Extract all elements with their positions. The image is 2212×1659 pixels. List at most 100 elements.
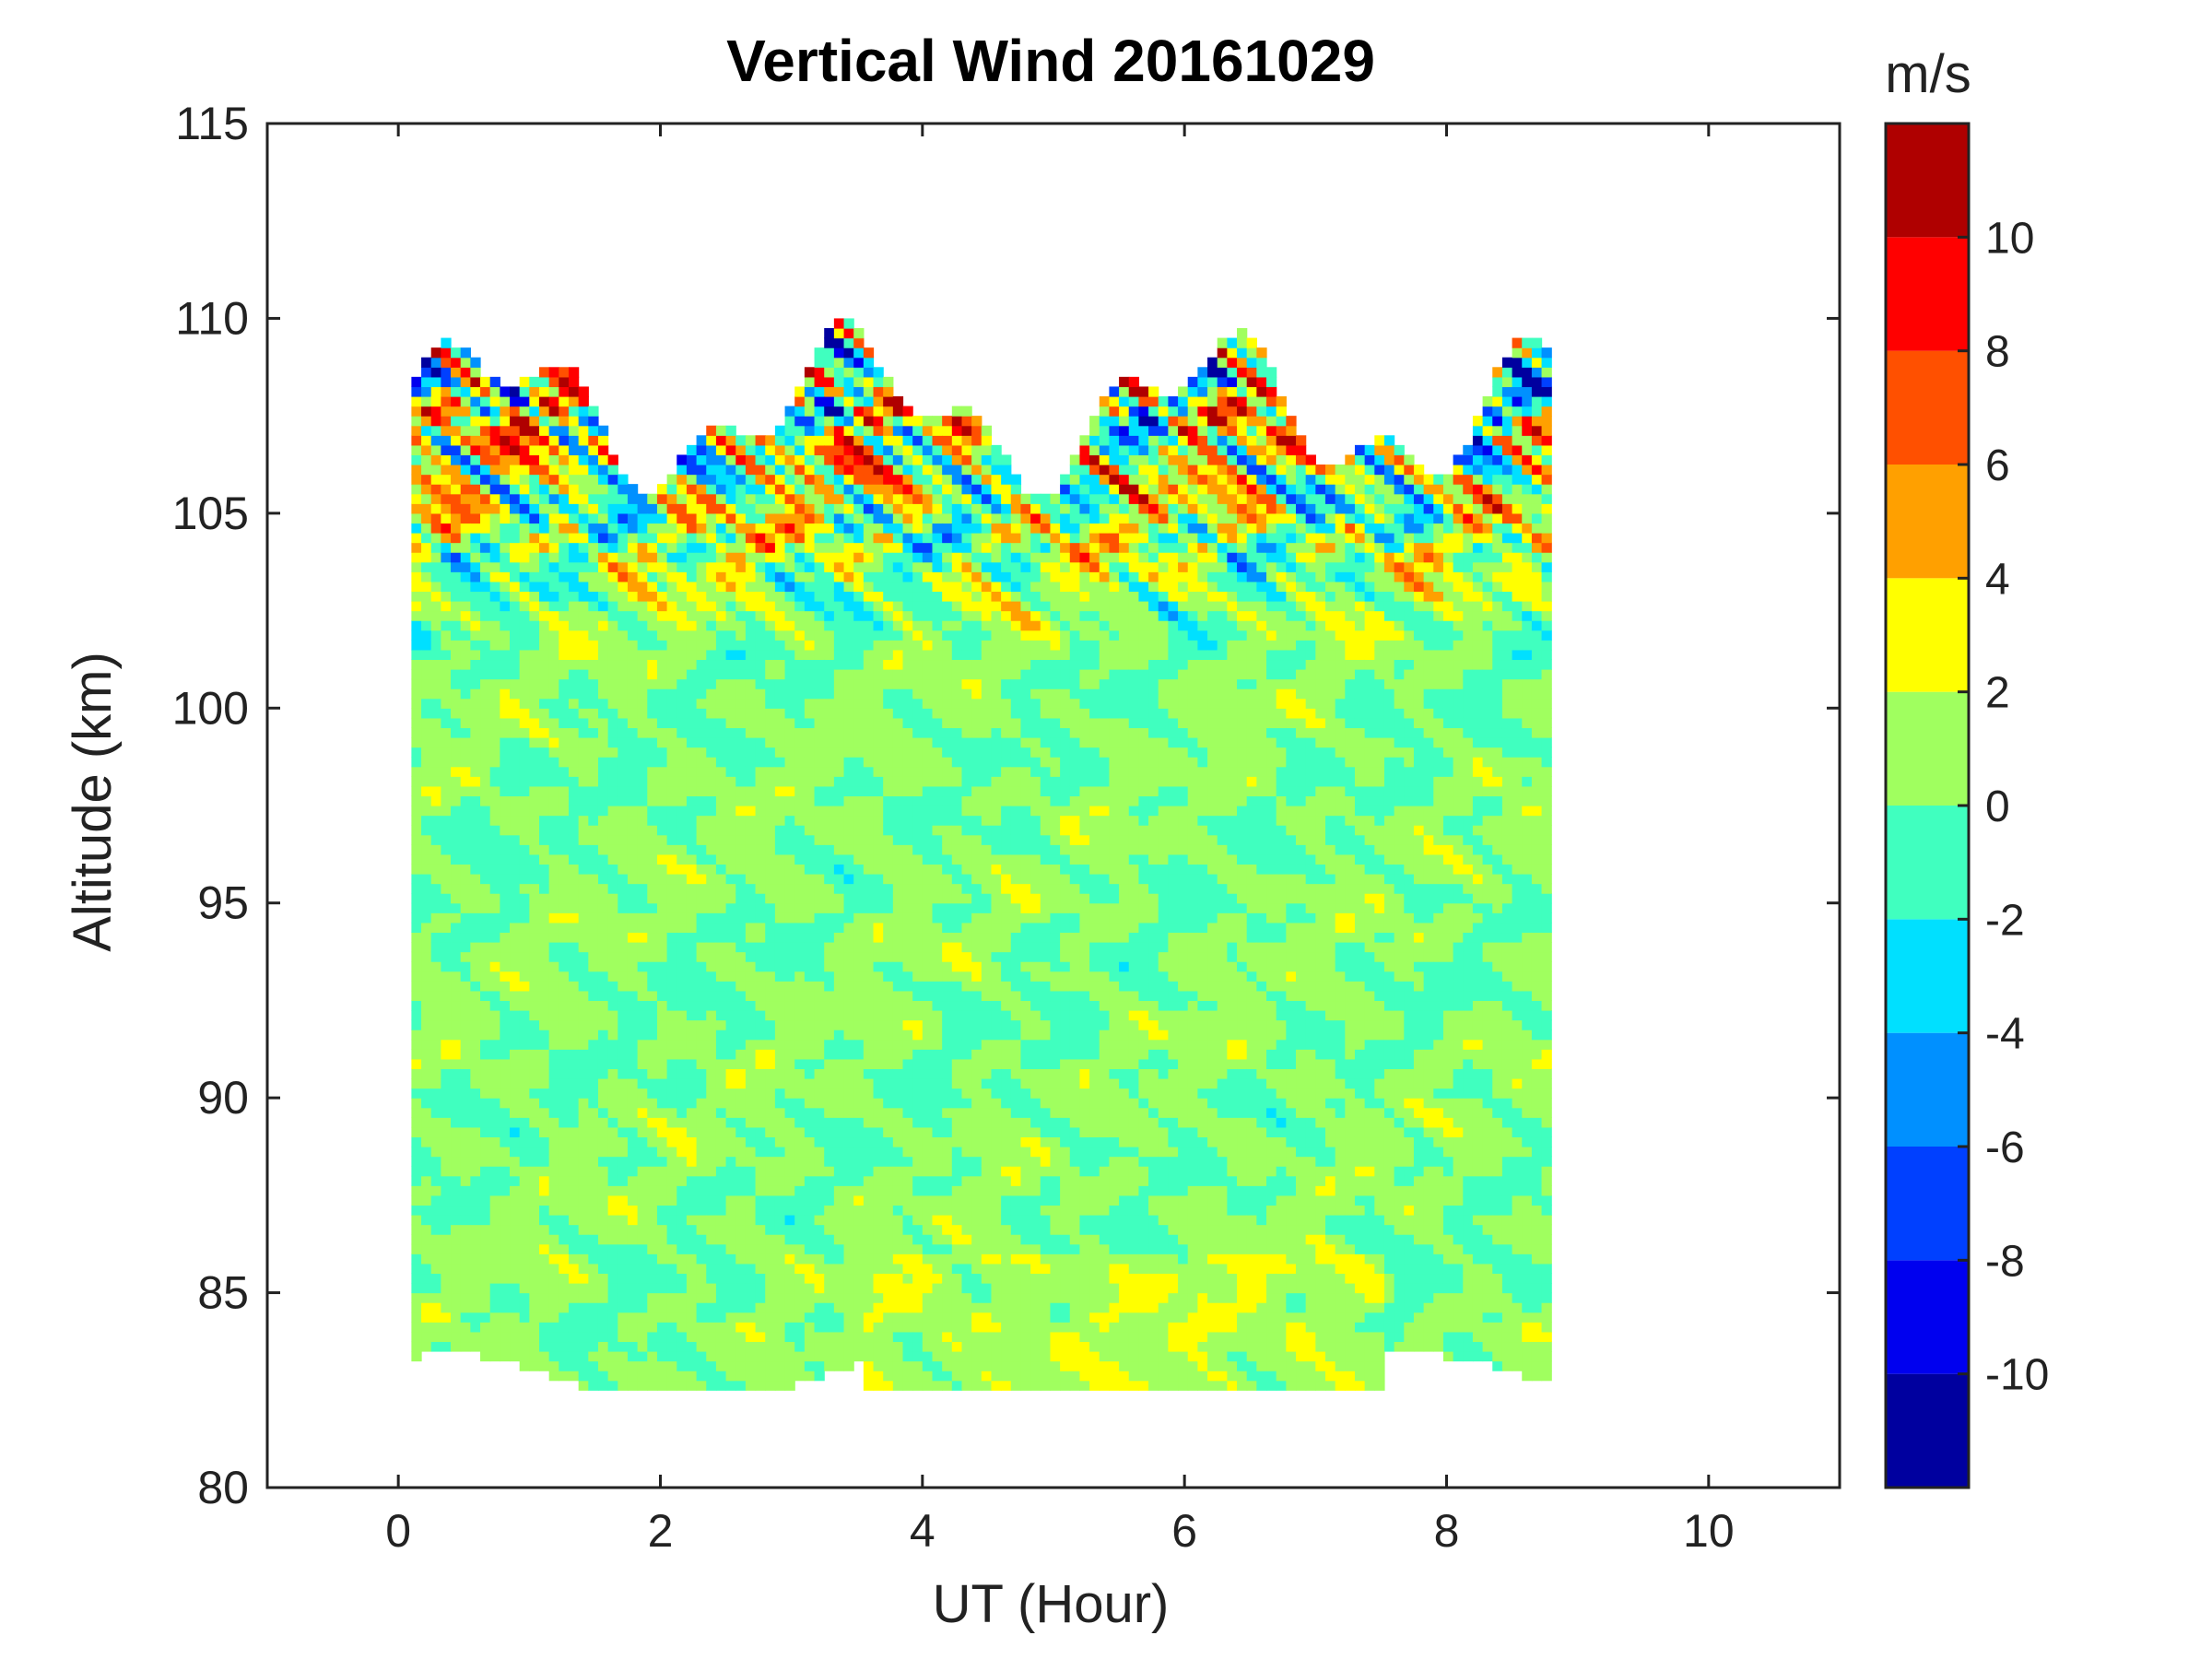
- wind-cell: [784, 1068, 795, 1079]
- wind-cell: [794, 659, 806, 670]
- wind-cell: [873, 834, 884, 845]
- wind-cell: [441, 1126, 452, 1138]
- wind-cell: [568, 708, 580, 719]
- wind-cell: [460, 785, 471, 797]
- wind-cell: [529, 640, 540, 651]
- wind-cell: [873, 533, 884, 544]
- wind-cell: [715, 981, 727, 992]
- wind-cell: [755, 932, 766, 943]
- wind-cell: [510, 971, 521, 982]
- wind-cell: [539, 533, 550, 544]
- wind-cell: [510, 853, 521, 865]
- wind-cell: [441, 785, 452, 797]
- wind-cell: [618, 640, 629, 651]
- wind-cell: [480, 396, 491, 407]
- wind-cell: [411, 1263, 422, 1275]
- wind-cell: [883, 1263, 894, 1275]
- wind-cell: [430, 533, 441, 544]
- wind-cell: [863, 512, 875, 524]
- wind-cell: [774, 883, 786, 894]
- wind-cell: [892, 1283, 904, 1294]
- wind-cell: [470, 1243, 481, 1254]
- wind-cell: [666, 932, 677, 943]
- wind-cell: [677, 620, 688, 631]
- wind-cell: [656, 561, 668, 572]
- wind-cell: [755, 971, 766, 982]
- wind-cell: [510, 1058, 521, 1070]
- wind-cell: [480, 591, 491, 602]
- wind-cell: [539, 454, 550, 465]
- wind-cell: [735, 542, 747, 553]
- wind-cell: [853, 1322, 865, 1333]
- wind-cell: [696, 484, 707, 495]
- wind-cell: [784, 912, 795, 924]
- wind-cell: [735, 990, 747, 1002]
- wind-cell: [706, 1078, 717, 1089]
- wind-cell: [774, 1019, 786, 1030]
- wind-cell: [892, 1166, 904, 1177]
- wind-cell: [833, 1117, 845, 1128]
- wind-cell: [647, 1019, 658, 1030]
- wind-cell: [647, 649, 658, 661]
- wind-cell: [863, 610, 875, 621]
- wind-cell: [548, 581, 559, 593]
- wind-cell: [696, 533, 707, 544]
- wind-cell: [833, 484, 845, 495]
- wind-cell: [539, 1243, 550, 1254]
- wind-cell: [411, 815, 422, 826]
- wind-cell: [539, 425, 550, 436]
- wind-cell: [824, 465, 835, 476]
- wind-cell: [578, 737, 589, 748]
- wind-cell: [892, 874, 904, 885]
- wind-cell: [765, 883, 776, 894]
- wind-cell: [519, 1039, 530, 1050]
- wind-cell: [765, 806, 776, 817]
- wind-cell: [745, 1030, 757, 1041]
- wind-cell: [480, 669, 491, 680]
- wind-cell: [568, 1117, 580, 1128]
- wind-cell: [774, 951, 786, 962]
- wind-cell: [814, 1205, 825, 1216]
- wind-cell: [833, 1078, 845, 1089]
- wind-cell: [677, 581, 688, 593]
- wind-cell: [853, 386, 865, 397]
- wind-cell: [794, 1078, 806, 1089]
- wind-cell: [529, 1068, 540, 1079]
- wind-cell: [500, 523, 511, 534]
- wind-cell: [833, 337, 845, 348]
- wind-cell: [489, 747, 500, 758]
- wind-cell: [873, 737, 884, 748]
- wind-cell: [725, 717, 736, 729]
- wind-cell: [686, 1283, 698, 1294]
- wind-cell: [529, 1292, 540, 1303]
- wind-cell: [833, 1166, 845, 1177]
- wind-cell: [480, 1312, 491, 1323]
- wind-cell: [745, 795, 757, 806]
- wind-cell: [853, 844, 865, 855]
- wind-cell: [677, 922, 688, 934]
- wind-cell: [421, 776, 432, 787]
- wind-cell: [430, 1224, 441, 1235]
- wind-cell: [755, 1049, 766, 1060]
- wind-cell: [500, 444, 511, 456]
- wind-cell: [578, 1322, 589, 1333]
- wind-cell: [510, 1302, 521, 1313]
- wind-cell: [824, 757, 835, 768]
- wind-cell: [656, 678, 668, 689]
- wind-cell: [824, 776, 835, 787]
- wind-cell: [421, 552, 432, 563]
- wind-cell: [656, 902, 668, 913]
- wind-cell: [597, 1030, 609, 1041]
- wind-cell: [774, 825, 786, 836]
- wind-cell: [814, 776, 825, 787]
- wind-cell: [863, 932, 875, 943]
- wind-cell: [460, 523, 471, 534]
- wind-cell: [804, 1360, 816, 1371]
- wind-cell: [892, 942, 904, 953]
- wind-cell: [814, 376, 825, 388]
- wind-cell: [441, 406, 452, 417]
- wind-cell: [578, 523, 589, 534]
- wind-cell: [588, 591, 599, 602]
- wind-cell: [480, 990, 491, 1002]
- wind-cell: [666, 640, 677, 651]
